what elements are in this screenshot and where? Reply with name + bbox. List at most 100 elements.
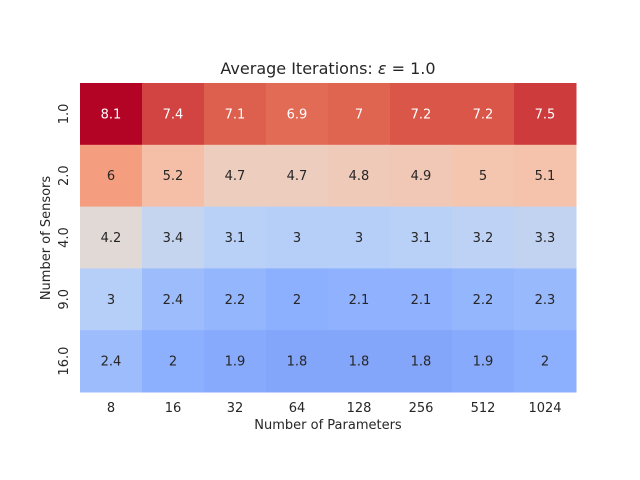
x-tick-label: 1024 <box>528 401 561 416</box>
x-tick-label: 128 <box>347 401 372 416</box>
cell-value-label: 1.8 <box>349 355 370 370</box>
x-tick-label: 16 <box>165 401 182 416</box>
cell-value-label: 2.2 <box>473 293 494 308</box>
cell-value-label: 5.2 <box>163 169 184 184</box>
heatmap-cell <box>514 144 577 208</box>
heatmap-cell <box>390 330 453 393</box>
heatmap-cell-labels: 8.1 7.4 7.1 6.9 7 7.2 7.2 7.5 6 5.2 4.7 4.7 4.8 4.9 5 5… <box>101 107 556 369</box>
heatmap-cell <box>452 83 515 146</box>
cell-value-label: 2.1 <box>411 293 432 308</box>
cell-value-label: 3 <box>293 231 301 246</box>
heatmap-cell <box>390 144 453 208</box>
y-tick-label: 4.0 <box>57 227 72 248</box>
heatmap-cells <box>80 83 577 393</box>
heatmap-cell <box>390 83 453 146</box>
cell-value-label: 3.4 <box>163 231 184 246</box>
x-tick-label: 512 <box>471 401 496 416</box>
cell-value-label: 2.2 <box>225 293 246 308</box>
heatmap-cell <box>142 330 205 393</box>
cell-value-label: 3.1 <box>411 231 432 246</box>
y-tick-label: 16.0 <box>57 347 72 376</box>
heatmap-cell <box>328 206 391 269</box>
heatmap-cell <box>390 268 453 331</box>
cell-value-label: 8.1 <box>101 107 122 122</box>
y-axis-label: Number of Sensors <box>39 176 54 301</box>
cell-value-label: 2.4 <box>163 293 184 308</box>
cell-value-label: 1.9 <box>473 355 494 370</box>
cell-value-label: 4.7 <box>287 169 308 184</box>
heatmap-cell <box>328 268 391 331</box>
cell-value-label: 1.9 <box>225 355 246 370</box>
cell-value-label: 3 <box>355 231 363 246</box>
y-tick-label: 1.0 <box>57 104 72 125</box>
heatmap-cell <box>142 268 205 331</box>
cell-value-label: 3 <box>107 293 115 308</box>
heatmap-cell <box>142 83 205 146</box>
y-tick-labels: 1.0 2.0 4.0 9.0 16.0 <box>57 104 72 376</box>
heatmap-cell <box>266 83 329 146</box>
cell-value-label: 7 <box>355 107 363 122</box>
heatmap-cell <box>514 83 577 146</box>
cell-value-label: 2 <box>293 293 301 308</box>
heatmap-cell <box>204 206 267 269</box>
cell-value-label: 7.2 <box>473 107 494 122</box>
heatmap-cell <box>80 268 143 331</box>
heatmap-cell <box>452 268 515 331</box>
heatmap-cell <box>514 268 577 331</box>
heatmap-cell <box>452 206 515 269</box>
cell-value-label: 4.2 <box>101 231 122 246</box>
cell-value-label: 7.2 <box>411 107 432 122</box>
x-tick-label: 256 <box>409 401 434 416</box>
heatmap-cell <box>266 268 329 331</box>
cell-value-label: 1.8 <box>411 355 432 370</box>
chart-title: Average Iterations: ε = 1.0 <box>220 59 435 78</box>
cell-value-label: 1.8 <box>287 355 308 370</box>
heatmap-cell <box>80 144 143 208</box>
heatmap-cell <box>328 144 391 208</box>
heatmap-cell <box>204 330 267 393</box>
cell-value-label: 7.4 <box>163 107 184 122</box>
y-tick-label: 2.0 <box>57 165 72 186</box>
cell-value-label: 7.1 <box>225 107 246 122</box>
x-tick-labels: 8 16 32 64 128 256 512 1024 <box>107 401 562 416</box>
cell-value-label: 4.7 <box>225 169 246 184</box>
x-axis-label: Number of Parameters <box>254 418 402 433</box>
cell-value-label: 4.8 <box>349 169 370 184</box>
cell-value-label: 5.1 <box>535 169 556 184</box>
heatmap-cell <box>452 144 515 208</box>
cell-value-label: 2.1 <box>349 293 370 308</box>
heatmap-cell <box>266 206 329 269</box>
cell-value-label: 2 <box>169 355 177 370</box>
x-tick-label: 32 <box>227 401 244 416</box>
heatmap-cell <box>452 330 515 393</box>
cell-value-label: 2 <box>541 355 549 370</box>
heatmap-cell <box>204 83 267 146</box>
cell-value-label: 7.5 <box>535 107 556 122</box>
heatmap-cell <box>80 330 143 393</box>
heatmap-cell <box>328 330 391 393</box>
cell-value-label: 2.3 <box>535 293 556 308</box>
cell-value-label: 3.1 <box>225 231 246 246</box>
cell-value-label: 5 <box>479 169 487 184</box>
x-tick-label: 8 <box>107 401 115 416</box>
y-tick-label: 9.0 <box>57 289 72 310</box>
heatmap-cell <box>266 330 329 393</box>
cell-value-label: 3.3 <box>535 231 556 246</box>
heatmap-cell <box>514 206 577 269</box>
cell-value-label: 6.9 <box>287 107 308 122</box>
heatmap-cell <box>204 268 267 331</box>
cell-value-label: 4.9 <box>411 169 432 184</box>
cell-value-label: 3.2 <box>473 231 494 246</box>
heatmap-cell <box>204 144 267 208</box>
heatmap-cell <box>142 206 205 269</box>
heatmap-cell <box>514 330 577 393</box>
heatmap-cell <box>142 144 205 208</box>
heatmap-cell <box>390 206 453 269</box>
cell-value-label: 6 <box>107 169 115 184</box>
cell-value-label: 2.4 <box>101 355 122 370</box>
heatmap-cell <box>80 83 143 146</box>
heatmap-cell <box>328 83 391 146</box>
heatmap-cell <box>80 206 143 269</box>
heatmap-cell <box>266 144 329 208</box>
